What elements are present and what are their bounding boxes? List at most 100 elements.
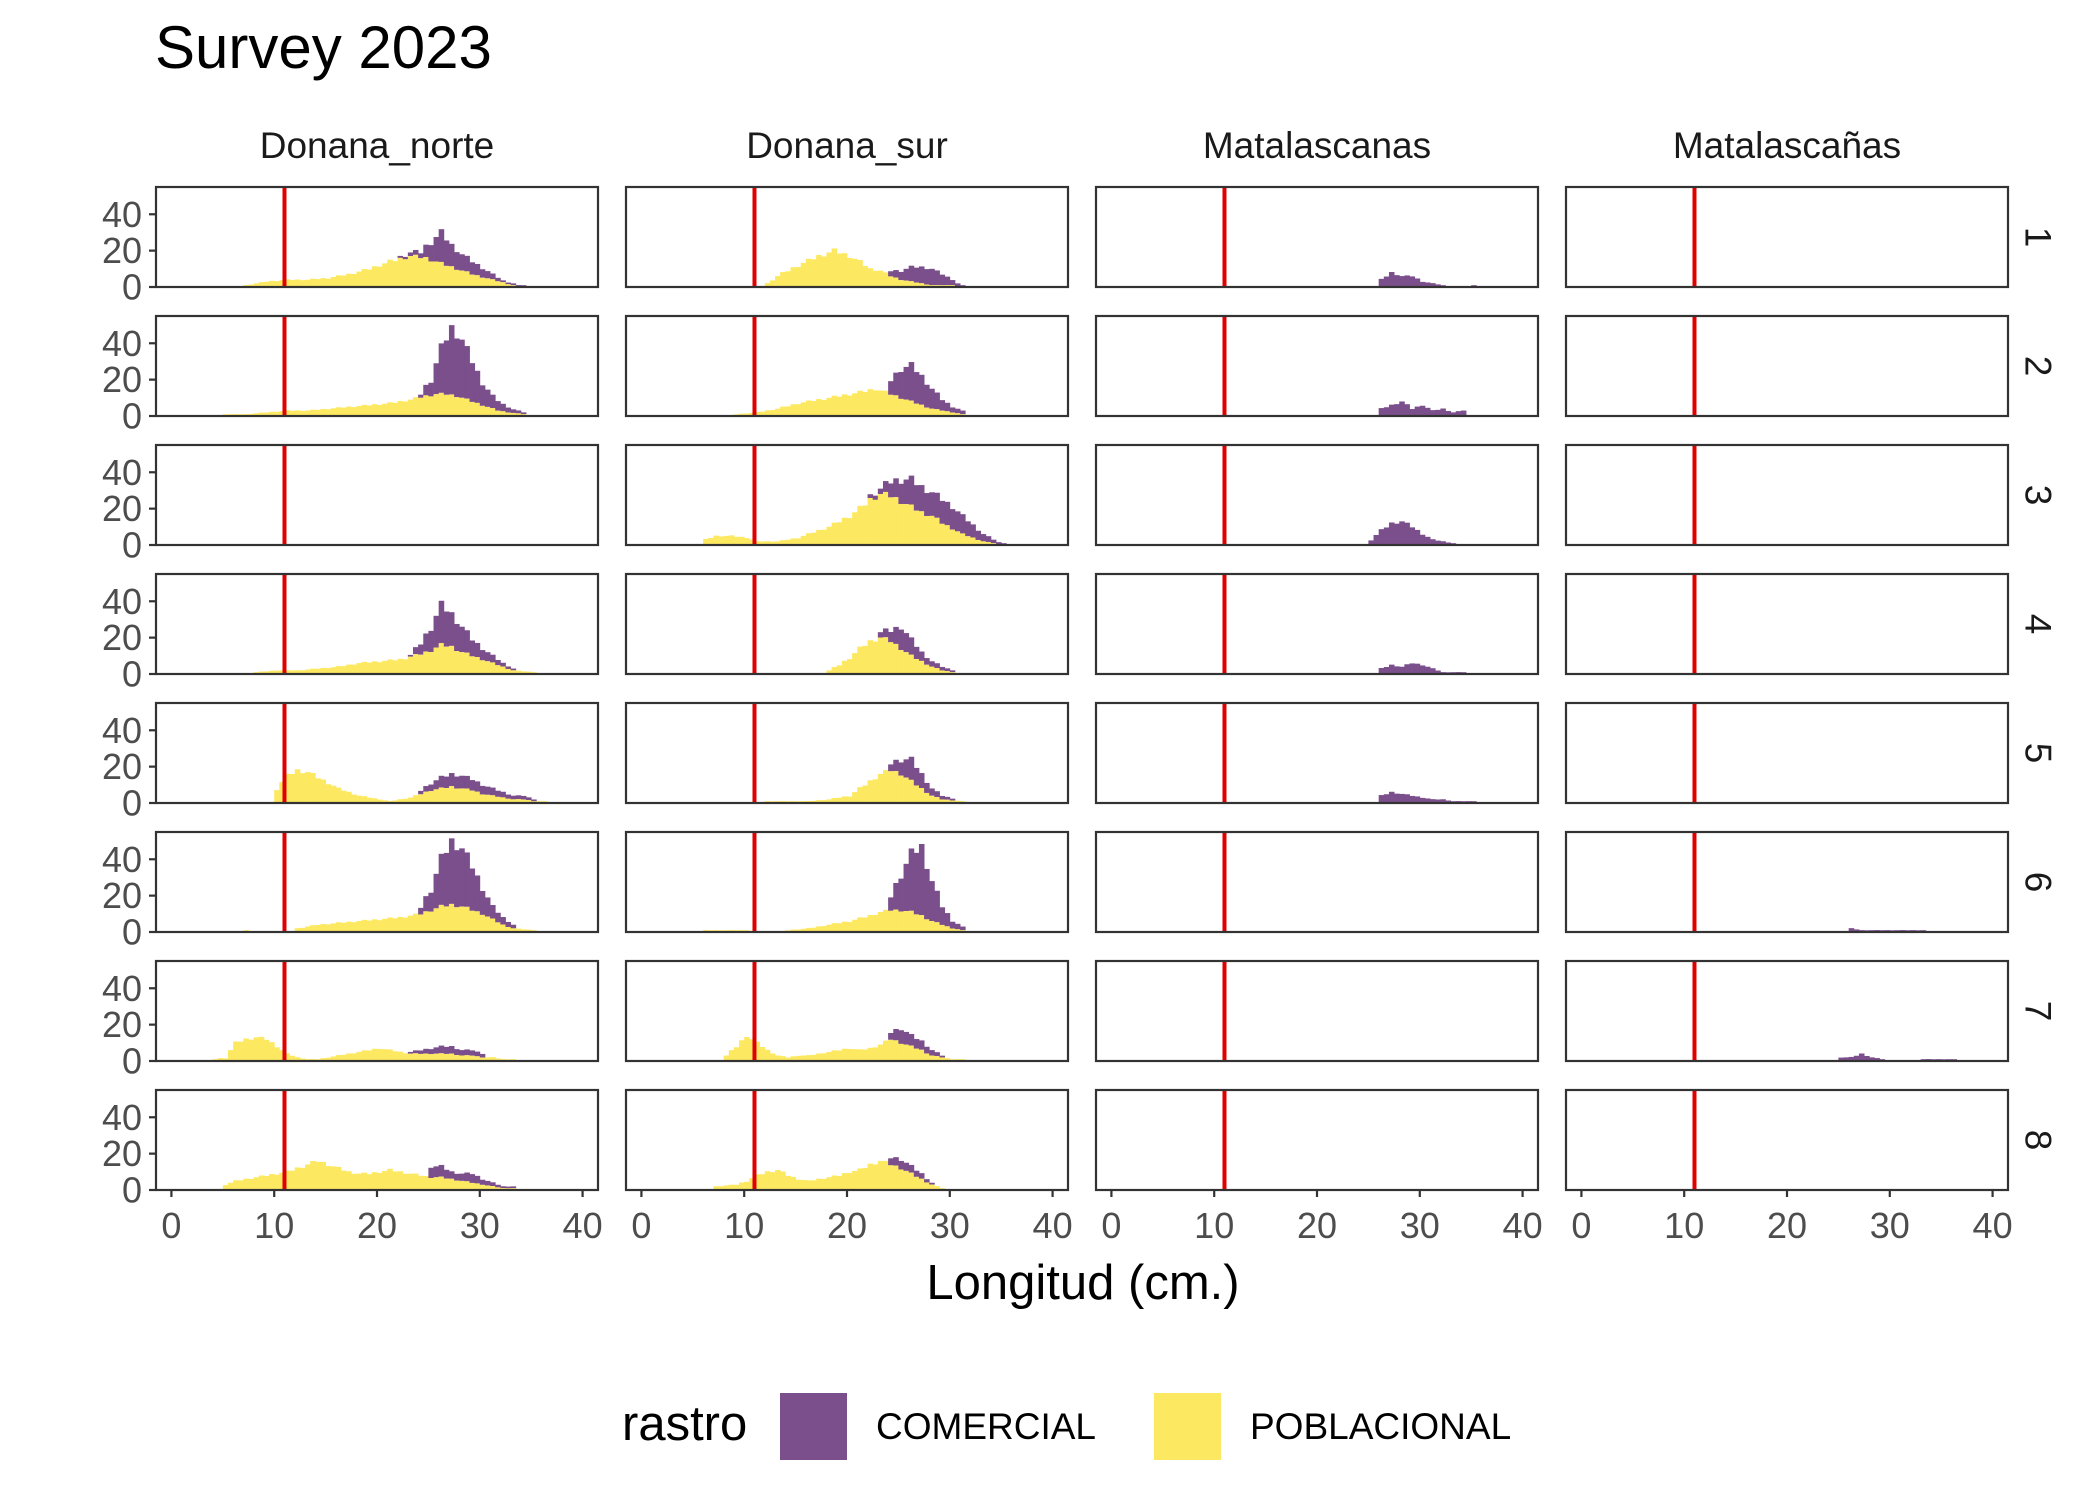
panel bbox=[624, 572, 1070, 676]
bar-comercial bbox=[990, 539, 997, 544]
bar-poblacional bbox=[392, 402, 398, 416]
bar-poblacional bbox=[325, 1166, 332, 1190]
bar-poblacional bbox=[238, 1041, 244, 1061]
bar-poblacional bbox=[454, 651, 460, 674]
bar-poblacional bbox=[469, 910, 476, 932]
bar-comercial bbox=[939, 400, 946, 411]
bar-poblacional bbox=[872, 1164, 879, 1190]
bar-poblacional bbox=[918, 788, 925, 803]
bar-poblacional bbox=[795, 1179, 802, 1190]
bar-poblacional bbox=[294, 928, 301, 932]
bar-comercial bbox=[479, 650, 486, 661]
bar-comercial bbox=[893, 626, 899, 644]
bar-poblacional bbox=[944, 799, 951, 803]
bar-poblacional bbox=[949, 412, 956, 416]
x-tick-label: 0 bbox=[631, 1205, 651, 1246]
bar-comercial bbox=[1414, 278, 1421, 287]
bar-comercial bbox=[454, 850, 460, 908]
bar-poblacional bbox=[366, 662, 373, 674]
bar-poblacional bbox=[305, 772, 311, 803]
bar-poblacional bbox=[929, 408, 935, 416]
bar-comercial bbox=[443, 1046, 450, 1054]
bar-poblacional bbox=[769, 1172, 776, 1190]
bar-poblacional bbox=[289, 1170, 296, 1190]
bar-comercial bbox=[464, 852, 470, 907]
bar-poblacional bbox=[733, 1184, 740, 1190]
bar-poblacional bbox=[898, 650, 904, 674]
bar-comercial bbox=[490, 787, 496, 796]
bar-poblacional bbox=[438, 1053, 445, 1061]
panel-frame bbox=[154, 959, 600, 1063]
bar-comercial bbox=[1399, 521, 1405, 545]
bar-poblacional bbox=[490, 1057, 496, 1061]
bar-poblacional bbox=[769, 541, 776, 545]
bar-poblacional bbox=[882, 1160, 889, 1190]
bar-comercial bbox=[893, 478, 899, 498]
bar-poblacional bbox=[867, 640, 874, 674]
bar-poblacional bbox=[764, 541, 771, 545]
bar-poblacional bbox=[749, 539, 755, 545]
bar-comercial bbox=[484, 389, 491, 407]
panel bbox=[1564, 701, 2010, 805]
bar-poblacional bbox=[490, 662, 496, 674]
bar-poblacional bbox=[836, 665, 843, 674]
bar-poblacional bbox=[366, 920, 373, 932]
bar-poblacional bbox=[423, 791, 429, 803]
bar-comercial bbox=[903, 1162, 910, 1171]
bar-comercial bbox=[454, 1049, 460, 1056]
panel bbox=[624, 830, 1070, 934]
bar-poblacional bbox=[811, 259, 817, 287]
bar-poblacional bbox=[320, 278, 327, 287]
bar-comercial bbox=[929, 388, 935, 409]
bar-poblacional bbox=[754, 1041, 761, 1061]
bar-comercial bbox=[1394, 523, 1400, 545]
bar-poblacional bbox=[448, 903, 455, 932]
bar-poblacional bbox=[474, 657, 481, 674]
bar-poblacional bbox=[464, 1181, 470, 1190]
bar-comercial bbox=[418, 907, 424, 915]
bar-comercial bbox=[888, 271, 894, 277]
bar-comercial bbox=[1404, 404, 1410, 416]
bar-comercial bbox=[1858, 1053, 1865, 1061]
bar-poblacional bbox=[857, 787, 863, 803]
bar-poblacional bbox=[908, 654, 915, 674]
bar-poblacional bbox=[454, 269, 460, 287]
panel-frame bbox=[624, 185, 1070, 289]
bar-poblacional bbox=[913, 914, 920, 932]
strip-label-row: 6 bbox=[2018, 872, 2059, 893]
bar-comercial bbox=[1388, 522, 1395, 545]
bar-poblacional bbox=[780, 406, 786, 416]
bar-poblacional bbox=[775, 1170, 781, 1190]
bar-poblacional bbox=[852, 792, 858, 803]
bar-comercial bbox=[1394, 793, 1400, 803]
panel bbox=[624, 959, 1070, 1063]
bar-poblacional bbox=[929, 921, 935, 932]
bar-poblacional bbox=[412, 1173, 419, 1190]
bar-poblacional bbox=[800, 402, 807, 416]
bar-poblacional bbox=[831, 798, 838, 803]
bar-poblacional bbox=[243, 1038, 249, 1061]
bar-poblacional bbox=[918, 404, 925, 416]
bar-poblacional bbox=[299, 773, 306, 803]
bar-poblacional bbox=[852, 653, 858, 674]
bar-poblacional bbox=[484, 1057, 491, 1061]
bar-poblacional bbox=[330, 408, 337, 416]
bar-comercial bbox=[454, 338, 460, 398]
bar-poblacional bbox=[433, 789, 440, 803]
bar-poblacional bbox=[366, 405, 373, 416]
bar-comercial bbox=[913, 267, 920, 283]
bar-comercial bbox=[1419, 797, 1426, 803]
bar-poblacional bbox=[882, 909, 889, 932]
bar-poblacional bbox=[233, 1180, 239, 1190]
bar-comercial bbox=[428, 1167, 434, 1179]
panel-frame bbox=[1094, 1088, 1540, 1192]
bar-comercial bbox=[1383, 794, 1390, 803]
bar-comercial bbox=[1843, 1057, 1850, 1061]
bar-poblacional bbox=[418, 1175, 424, 1190]
bar-poblacional bbox=[392, 1171, 398, 1190]
bar-poblacional bbox=[222, 1185, 229, 1190]
bar-poblacional bbox=[382, 1170, 388, 1190]
panel-frame bbox=[154, 830, 600, 934]
bar-poblacional bbox=[443, 394, 450, 416]
bar-poblacional bbox=[448, 266, 455, 287]
